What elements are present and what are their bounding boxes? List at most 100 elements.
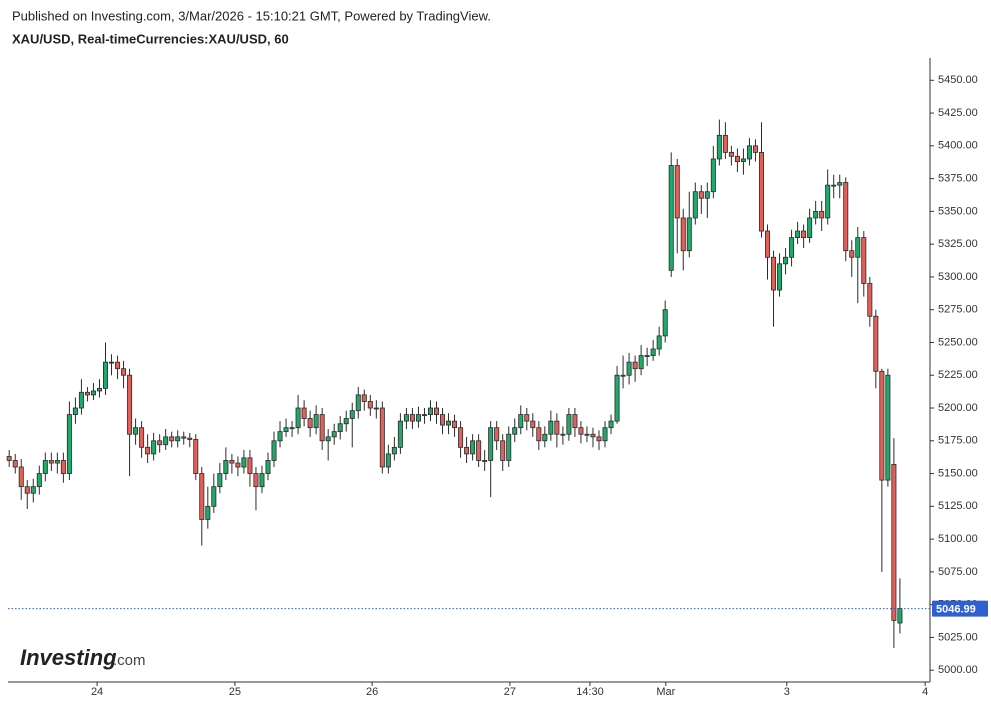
candle-body bbox=[632, 361, 638, 370]
candle-body bbox=[30, 486, 36, 494]
candle-body bbox=[145, 446, 151, 455]
candle-body bbox=[783, 256, 789, 265]
candle-body bbox=[728, 151, 734, 157]
candle-body bbox=[301, 407, 307, 419]
y-tick-label: 5275.00 bbox=[938, 304, 978, 316]
last-price-label: 5046.99 bbox=[936, 604, 976, 616]
candle-body bbox=[795, 230, 801, 238]
y-tick-label: 5075.00 bbox=[938, 566, 978, 578]
candle-body bbox=[470, 440, 476, 455]
candle-body bbox=[24, 486, 30, 494]
candle-body bbox=[48, 460, 54, 464]
candle-body bbox=[458, 427, 464, 448]
candle-body bbox=[638, 355, 644, 370]
candle-body bbox=[205, 505, 211, 520]
candle-body bbox=[596, 436, 602, 442]
candle-body bbox=[488, 427, 494, 461]
candle-body bbox=[361, 394, 367, 402]
y-tick-label: 5325.00 bbox=[938, 238, 978, 250]
candle-body bbox=[566, 414, 572, 435]
candle-body bbox=[367, 401, 373, 409]
y-tick-label: 5250.00 bbox=[938, 336, 978, 348]
candle-body bbox=[710, 158, 716, 193]
candle-body bbox=[446, 420, 452, 426]
x-tick-label: Mar bbox=[656, 686, 675, 698]
candle-body bbox=[42, 460, 48, 474]
candle-body bbox=[373, 407, 379, 410]
candle-body bbox=[819, 210, 825, 219]
candle-body bbox=[18, 466, 24, 488]
candle-body bbox=[90, 390, 96, 396]
candle-body bbox=[891, 463, 897, 621]
candle-body bbox=[434, 407, 440, 415]
candle-body bbox=[620, 374, 626, 377]
candle-body bbox=[217, 473, 223, 488]
y-tick-label: 5125.00 bbox=[938, 500, 978, 512]
candle-body bbox=[121, 368, 127, 376]
candle-body bbox=[96, 387, 102, 392]
candle-body bbox=[175, 436, 181, 442]
candle-body bbox=[825, 184, 831, 219]
candle-body bbox=[60, 460, 66, 474]
y-tick-label: 5375.00 bbox=[938, 173, 978, 185]
candle-body bbox=[500, 440, 506, 461]
candle-body bbox=[722, 134, 728, 153]
candle-body bbox=[680, 217, 686, 252]
x-tick-label: 27 bbox=[504, 686, 516, 698]
candle-body bbox=[506, 433, 512, 461]
candle-body bbox=[157, 440, 163, 446]
y-tick-label: 5000.00 bbox=[938, 664, 978, 676]
candle-body bbox=[734, 155, 740, 162]
candle-body bbox=[777, 263, 783, 291]
x-tick-label: 4 bbox=[922, 686, 928, 698]
y-tick-label: 5225.00 bbox=[938, 369, 978, 381]
candle-body bbox=[879, 370, 885, 481]
candle-body bbox=[349, 410, 355, 419]
candle-body bbox=[536, 427, 542, 442]
candle-body bbox=[355, 394, 361, 412]
x-tick-label: 14:30 bbox=[576, 686, 604, 698]
candle-body bbox=[813, 210, 819, 219]
candle-body bbox=[831, 184, 837, 187]
candle-body bbox=[187, 437, 193, 440]
candle-body bbox=[391, 446, 397, 455]
candle-body bbox=[283, 427, 289, 433]
y-tick-label: 5200.00 bbox=[938, 402, 978, 414]
candle-body bbox=[6, 456, 12, 461]
last-price-box bbox=[932, 600, 988, 617]
symbol-title: XAU/USD, Real-timeCurrencies:XAU/USD, 60 bbox=[12, 31, 289, 46]
candle-body bbox=[476, 440, 482, 461]
x-tick-label: 24 bbox=[91, 686, 103, 698]
candle-body bbox=[139, 427, 145, 448]
x-tick-label: 26 bbox=[366, 686, 378, 698]
candle-body bbox=[415, 414, 421, 422]
candle-body bbox=[379, 407, 385, 468]
candle-body bbox=[403, 414, 409, 422]
candle-body bbox=[235, 462, 241, 468]
candle-body bbox=[548, 420, 554, 435]
candle-body bbox=[169, 436, 175, 442]
candle-body bbox=[54, 460, 60, 464]
candle-body bbox=[271, 440, 277, 461]
candle-body bbox=[584, 433, 590, 436]
x-tick-label: 25 bbox=[229, 686, 241, 698]
candle-body bbox=[397, 420, 403, 448]
candle-body bbox=[861, 237, 867, 284]
candle-body bbox=[692, 191, 698, 219]
candle-body bbox=[313, 414, 319, 429]
x-tick-label: 3 bbox=[784, 686, 790, 698]
y-tick-label: 5450.00 bbox=[938, 74, 978, 86]
candle-body bbox=[78, 391, 84, 409]
candle-body bbox=[295, 407, 301, 429]
candle-body bbox=[716, 134, 722, 160]
candle-body bbox=[109, 361, 115, 364]
candle-body bbox=[740, 158, 746, 162]
candle-body bbox=[873, 315, 879, 372]
candle-body bbox=[746, 145, 752, 160]
candle-body bbox=[337, 423, 343, 433]
candle-body bbox=[253, 473, 259, 488]
candle-body bbox=[614, 374, 620, 422]
candle-body bbox=[84, 391, 90, 396]
candle-body bbox=[602, 427, 608, 442]
candle-body bbox=[452, 420, 458, 429]
